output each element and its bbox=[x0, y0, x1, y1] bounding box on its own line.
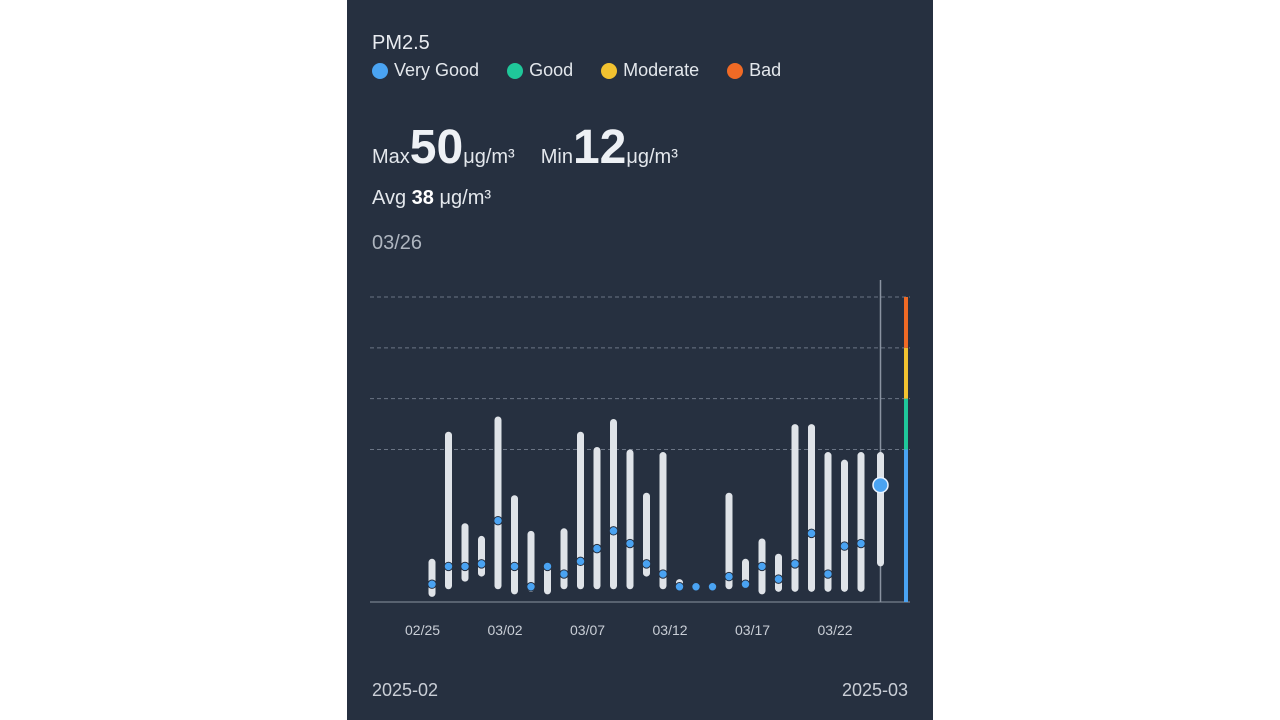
legend-label: Moderate bbox=[623, 60, 700, 80]
month-start-label: 2025-02 bbox=[372, 680, 439, 700]
moderate-dot-icon bbox=[601, 62, 618, 79]
range-bar bbox=[808, 424, 815, 592]
range-bar bbox=[742, 558, 749, 587]
avg-dot bbox=[509, 561, 520, 572]
avg-dot bbox=[542, 561, 553, 572]
avg-dot bbox=[592, 543, 602, 554]
range-bar bbox=[445, 431, 452, 590]
range-bar bbox=[841, 459, 848, 592]
avg-dot bbox=[773, 574, 784, 584]
range-bar bbox=[791, 424, 799, 592]
max-value: 50 bbox=[409, 121, 464, 174]
legend-label: Good bbox=[529, 60, 574, 80]
x-tick-label: 02/25 bbox=[405, 622, 440, 638]
legend-label: Bad bbox=[749, 60, 782, 80]
avg-dot bbox=[641, 559, 652, 569]
level-band bbox=[904, 297, 908, 348]
chart-title: PM2.5 bbox=[372, 32, 430, 54]
avg-dot bbox=[526, 582, 536, 592]
level-band bbox=[904, 347, 908, 399]
min-label: Min bbox=[540, 146, 573, 168]
range-bar bbox=[857, 452, 865, 592]
avg-dot bbox=[691, 582, 701, 592]
avg-dot bbox=[625, 538, 635, 549]
range-bar bbox=[610, 419, 617, 590]
avg-dot bbox=[476, 559, 487, 569]
max-label: Max bbox=[372, 146, 410, 168]
legend: Very Good Good Moderate Bad bbox=[372, 60, 781, 81]
x-tick-label: 03/22 bbox=[818, 622, 853, 638]
legend-item-good: Good bbox=[507, 60, 573, 81]
range-bar bbox=[577, 431, 584, 590]
range-bar bbox=[478, 535, 485, 577]
range-bar bbox=[428, 558, 436, 597]
range-bar bbox=[544, 563, 551, 595]
good-dot-icon bbox=[507, 62, 524, 79]
avg-dot bbox=[806, 528, 817, 539]
range-bar bbox=[725, 492, 733, 590]
avg-dot bbox=[575, 556, 586, 567]
avg-dot bbox=[757, 561, 767, 572]
avg-dot bbox=[493, 515, 503, 526]
max-unit: μg/m³ bbox=[463, 146, 515, 168]
avg-dot bbox=[823, 569, 833, 579]
level-band bbox=[904, 449, 908, 602]
range-bar bbox=[626, 449, 634, 590]
selected-date: 03/26 bbox=[372, 232, 423, 254]
very-good-dot-icon bbox=[372, 62, 388, 79]
range-bar bbox=[877, 452, 884, 567]
avg-stat: Avg 38 μg/m³ bbox=[372, 187, 491, 210]
avg-dot bbox=[724, 571, 734, 582]
avg-dot bbox=[658, 569, 668, 579]
avg-dot bbox=[443, 561, 454, 572]
max-min-stats: Max 50 μg/m³ Min 12 μg/m³ bbox=[372, 124, 678, 172]
range-bar bbox=[643, 492, 650, 577]
legend-label: Very Good bbox=[394, 60, 480, 80]
avg-dot bbox=[839, 541, 850, 551]
legend-item-bad: Bad bbox=[727, 60, 781, 81]
bad-dot-icon bbox=[727, 62, 744, 79]
month-end-label: 2025-03 bbox=[841, 680, 908, 700]
x-tick-label: 03/12 bbox=[653, 622, 688, 638]
x-tick-label: 03/07 bbox=[570, 622, 605, 638]
range-bar bbox=[824, 452, 832, 592]
avg-dot bbox=[460, 561, 470, 572]
x-tick-label: 03/17 bbox=[735, 622, 770, 638]
range-bar bbox=[560, 528, 568, 590]
avg-dot bbox=[740, 579, 751, 589]
avg-dot bbox=[427, 579, 437, 589]
range-bar bbox=[593, 446, 601, 590]
avg-dot bbox=[608, 526, 619, 536]
legend-item-moderate: Moderate bbox=[601, 60, 699, 81]
avg-dot bbox=[559, 569, 569, 579]
range-bar bbox=[511, 495, 518, 595]
avg-value: 38 bbox=[411, 187, 434, 209]
level-band bbox=[904, 398, 908, 450]
pm25-range-chart[interactable]: 02/25 03/02 03/07 03/12 03/17 03/22 bbox=[347, 0, 933, 720]
range-bar bbox=[659, 452, 667, 590]
min-value: 12 bbox=[572, 121, 627, 174]
avg-dot bbox=[674, 582, 685, 592]
pm25-panel: PM2.5 Very Good Good Moderate Bad Max 50… bbox=[347, 0, 933, 720]
min-unit: μg/m³ bbox=[626, 146, 678, 168]
avg-dot bbox=[790, 559, 800, 569]
range-bar bbox=[461, 523, 469, 582]
range-bar bbox=[527, 530, 535, 592]
legend-item-very-good: Very Good bbox=[372, 60, 479, 81]
avg-label: Avg bbox=[372, 187, 407, 209]
avg-unit: μg/m³ bbox=[439, 187, 492, 209]
range-bar bbox=[494, 416, 502, 590]
range-bar bbox=[775, 553, 782, 592]
avg-dot bbox=[707, 582, 718, 592]
x-tick-label: 03/02 bbox=[488, 622, 523, 638]
avg-dot bbox=[856, 538, 866, 549]
avg-dot bbox=[872, 476, 889, 494]
